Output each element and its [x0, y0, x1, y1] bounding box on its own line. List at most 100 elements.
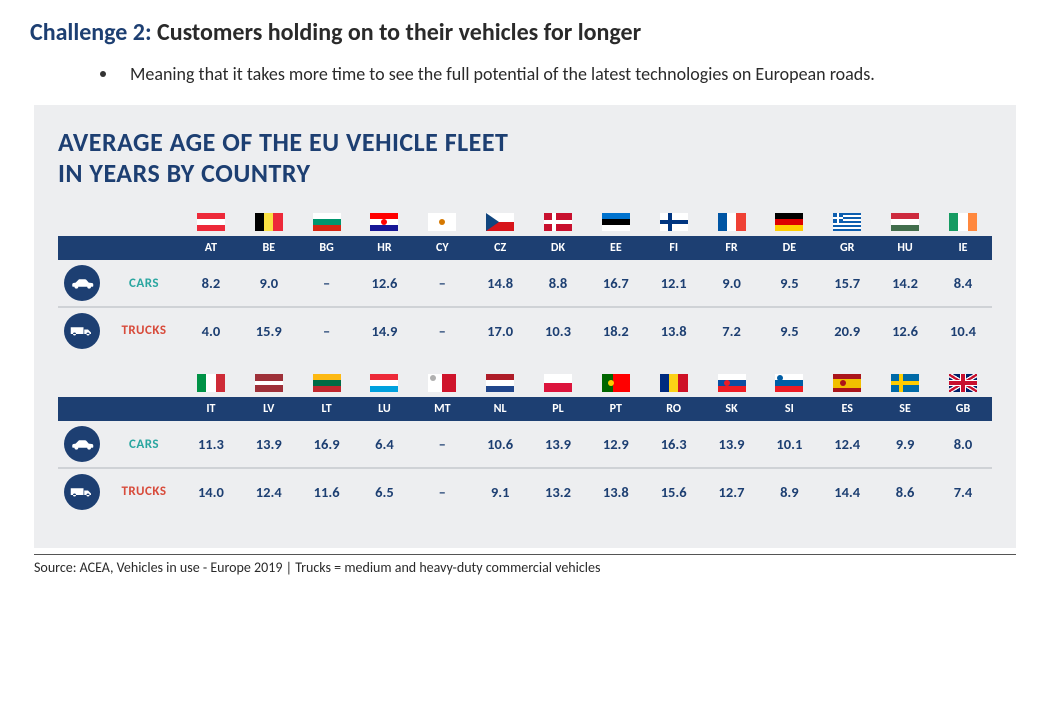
- heading-text: Customers holding on to their vehicles f…: [157, 18, 641, 47]
- trucks-row-label: TRUCKS: [106, 468, 182, 514]
- bullet-text: Meaning that it takes more time to see t…: [130, 61, 875, 87]
- flag-icon: [486, 374, 514, 392]
- country-code: CY: [413, 236, 471, 260]
- cars-value: 12.9: [587, 421, 645, 467]
- car-icon: [64, 426, 100, 462]
- cars-value: 14.8: [471, 260, 529, 306]
- trucks-value: 14.4: [818, 468, 876, 514]
- flag-icon: [833, 374, 861, 392]
- cars-value: 8.2: [182, 260, 240, 306]
- trucks-value: 13.8: [587, 468, 645, 514]
- country-code: LT: [298, 397, 356, 421]
- page-heading: Challenge 2: Customers holding on to the…: [30, 18, 1020, 47]
- flag-icon: [255, 374, 283, 392]
- car-icon-cell: [58, 260, 106, 306]
- trucks-value: 17.0: [471, 307, 529, 353]
- country-code: MT: [413, 397, 471, 421]
- country-code: CZ: [471, 236, 529, 260]
- heading-prefix: Challenge 2:: [30, 18, 152, 47]
- country-code: SE: [876, 397, 934, 421]
- flag-cell: [587, 206, 645, 236]
- flag-cell: [529, 367, 587, 397]
- country-code: AT: [182, 236, 240, 260]
- cars-value: 13.9: [703, 421, 761, 467]
- trucks-value: 14.0: [182, 468, 240, 514]
- fleet-age-panel: AVERAGE AGE OF THE EU VEHICLE FLEET IN Y…: [34, 105, 1016, 548]
- car-icon-cell: [58, 421, 106, 467]
- cars-value: 8.0: [934, 421, 992, 467]
- trucks-value: 10.4: [934, 307, 992, 353]
- country-code: HU: [876, 236, 934, 260]
- country-code: SK: [703, 397, 761, 421]
- panel-title-line2: IN YEARS BY COUNTRY: [58, 158, 992, 189]
- country-code: SI: [760, 397, 818, 421]
- flag-cell: [471, 206, 529, 236]
- country-code: DE: [760, 236, 818, 260]
- trucks-value: 9.1: [471, 468, 529, 514]
- panel-title-line1: AVERAGE AGE OF THE EU VEHICLE FLEET: [58, 127, 992, 158]
- truck-icon-cell: [58, 307, 106, 353]
- bullet-item: Meaning that it takes more time to see t…: [100, 61, 1000, 87]
- flag-icon: [313, 213, 341, 231]
- flag-icon: [602, 374, 630, 392]
- flag-cell: [934, 367, 992, 397]
- cars-value: 16.3: [645, 421, 703, 467]
- trucks-value: 13.8: [645, 307, 703, 353]
- country-code: GB: [934, 397, 992, 421]
- cars-value: 16.9: [298, 421, 356, 467]
- trucks-value: 12.4: [240, 468, 298, 514]
- flag-icon: [718, 374, 746, 392]
- cars-value: 9.0: [240, 260, 298, 306]
- cars-value: 10.1: [760, 421, 818, 467]
- cars-value: 8.8: [529, 260, 587, 306]
- trucks-row-label: TRUCKS: [106, 307, 182, 353]
- flag-cell: [182, 206, 240, 236]
- trucks-value: 12.7: [703, 468, 761, 514]
- flag-cell: [240, 367, 298, 397]
- trucks-value: –: [298, 307, 356, 353]
- flag-icon: [949, 213, 977, 231]
- truck-icon: [64, 313, 100, 349]
- trucks-value: 13.2: [529, 468, 587, 514]
- flag-cell: [298, 206, 356, 236]
- flag-cell: [587, 367, 645, 397]
- trucks-value: 9.5: [760, 307, 818, 353]
- flag-cell: [356, 367, 414, 397]
- cars-value: 9.0: [703, 260, 761, 306]
- flag-icon: [370, 374, 398, 392]
- country-code: ES: [818, 397, 876, 421]
- flag-icon: [428, 374, 456, 392]
- country-code: LU: [356, 397, 414, 421]
- cars-value: 9.9: [876, 421, 934, 467]
- trucks-value: 4.0: [182, 307, 240, 353]
- trucks-value: 8.9: [760, 468, 818, 514]
- fleet-table: ATBEBGHRCYCZDKEEFIFRDEGRHUIECARS8.29.0–1…: [58, 206, 992, 353]
- flag-icon: [428, 213, 456, 231]
- flag-icon: [544, 213, 572, 231]
- country-code: RO: [645, 397, 703, 421]
- flag-cell: [298, 367, 356, 397]
- flag-icon: [313, 374, 341, 392]
- country-code: BE: [240, 236, 298, 260]
- flag-icon: [718, 213, 746, 231]
- cars-value: 12.6: [356, 260, 414, 306]
- flag-icon: [660, 374, 688, 392]
- trucks-value: 14.9: [356, 307, 414, 353]
- country-code: NL: [471, 397, 529, 421]
- country-code: BG: [298, 236, 356, 260]
- cars-value: 15.7: [818, 260, 876, 306]
- cars-value: 12.4: [818, 421, 876, 467]
- trucks-value: 15.9: [240, 307, 298, 353]
- cars-value: 11.3: [182, 421, 240, 467]
- trucks-value: 6.5: [356, 468, 414, 514]
- truck-icon-cell: [58, 468, 106, 514]
- trucks-value: 12.6: [876, 307, 934, 353]
- cars-value: –: [413, 260, 471, 306]
- truck-icon: [64, 474, 100, 510]
- cars-value: 12.1: [645, 260, 703, 306]
- bullet-dot-icon: [100, 71, 106, 77]
- panel-title: AVERAGE AGE OF THE EU VEHICLE FLEET IN Y…: [58, 127, 992, 188]
- flag-cell: [356, 206, 414, 236]
- trucks-value: 18.2: [587, 307, 645, 353]
- country-code: FR: [703, 236, 761, 260]
